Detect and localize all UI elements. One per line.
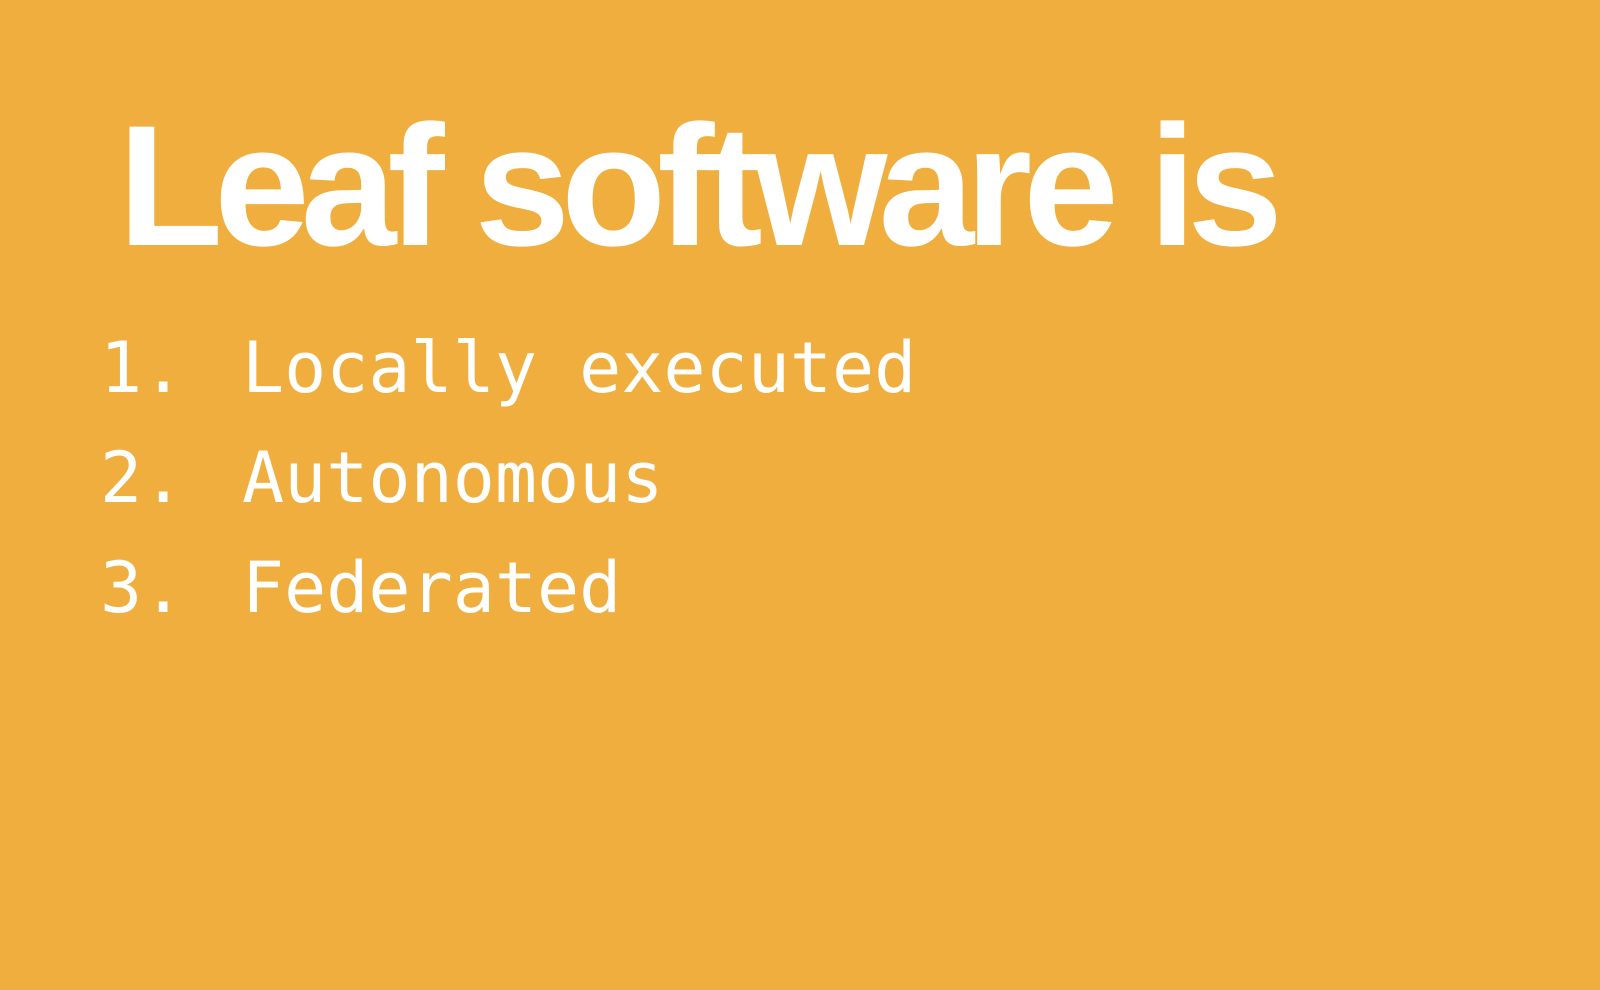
list-item: 2. Autonomous	[100, 435, 916, 545]
list-item: 1. Locally executed	[100, 325, 916, 435]
list-item-label: Autonomous	[242, 437, 664, 519]
list-item-number: 1.	[100, 327, 185, 409]
ordered-list: 1. Locally executed 2. Autonomous 3. Fed…	[100, 325, 916, 655]
list-item-label: Locally executed	[242, 327, 917, 409]
list-item-number: 3.	[100, 547, 185, 629]
list-item-label: Federated	[242, 547, 622, 629]
list-item-number: 2.	[100, 437, 185, 519]
list-item: 3. Federated	[100, 545, 916, 655]
slide-title: Leaf software is	[118, 90, 1283, 282]
